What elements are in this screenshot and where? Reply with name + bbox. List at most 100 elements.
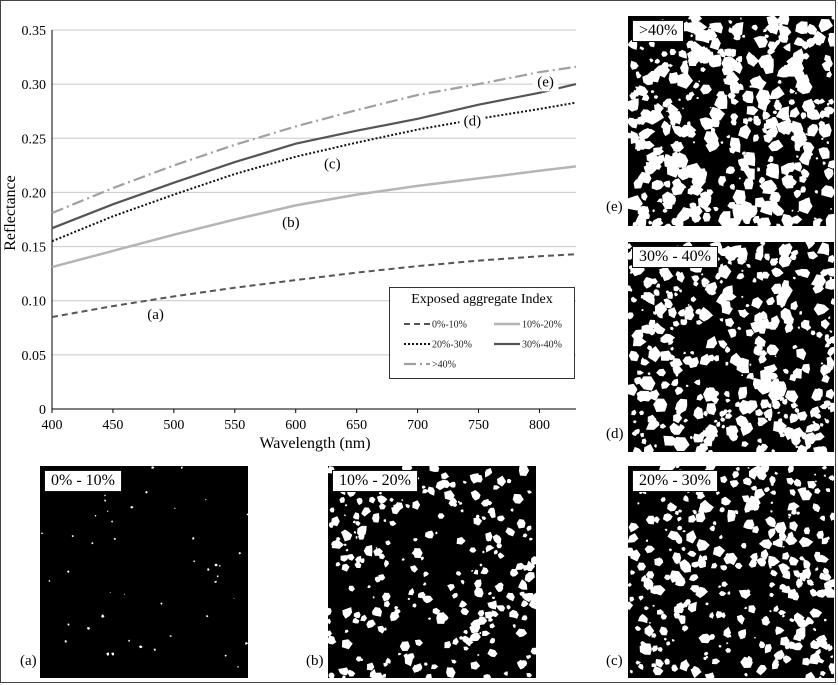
aggregate-speck <box>826 358 834 370</box>
aggregate-speck <box>376 495 388 505</box>
aggregate-speck <box>814 190 818 194</box>
aggregate-speck <box>741 34 746 38</box>
aggregate-speck <box>829 512 834 521</box>
aggregate-speck <box>412 500 421 510</box>
aggregate-speck <box>696 320 703 325</box>
aggregate-speck <box>829 402 834 413</box>
aggregate-speck <box>451 592 458 599</box>
aggregate-speck <box>664 156 671 163</box>
aggregate-speck <box>674 292 679 297</box>
aggregate-speck <box>733 33 741 41</box>
aggregate-speck <box>765 20 779 34</box>
aggregate-speck <box>413 538 418 542</box>
aggregate-speck <box>721 64 735 76</box>
aggregate-speck <box>446 667 456 678</box>
aggregate-speck <box>769 86 785 100</box>
aggregate-speck <box>734 562 743 570</box>
aggregate-speck <box>783 42 791 52</box>
aggregate-speck <box>328 630 332 637</box>
aggregate-speck <box>798 571 807 582</box>
aggregate-speck <box>384 559 389 568</box>
aggregate-speck <box>360 614 368 622</box>
aggregate-speck <box>813 218 821 226</box>
aggregate-speck <box>689 202 697 209</box>
aggregate-speck <box>680 319 685 324</box>
aggregate-speck <box>766 344 779 356</box>
aggregate-speck <box>770 501 774 504</box>
x-tick-label: 800 <box>529 418 550 433</box>
aggregate-speck <box>770 490 777 495</box>
aggregate-speck <box>772 540 780 547</box>
aggregate-speck <box>648 390 659 401</box>
aggregate-speck <box>640 432 644 438</box>
aggregate-speck <box>811 30 826 45</box>
aggregate-speck <box>529 537 533 541</box>
aggregate-speck <box>818 19 833 33</box>
aggregate-speck <box>677 516 682 522</box>
aggregate-speck <box>802 657 812 666</box>
aggregate-speck <box>690 435 693 440</box>
aggregate-speck <box>746 106 759 116</box>
aggregate-speck <box>760 399 770 409</box>
aggregate-speck <box>757 419 765 427</box>
aggregate-speck <box>214 580 217 583</box>
aggregate-speck <box>516 519 526 529</box>
aggregate-speck <box>716 421 721 427</box>
aggregate-speck <box>822 567 829 575</box>
aggregate-speck <box>721 496 732 506</box>
aggregate-speck <box>361 507 371 517</box>
aggregate-speck <box>714 94 728 110</box>
aggregate-speck <box>526 673 533 678</box>
aggregate-speck <box>762 127 767 134</box>
aggregate-speck <box>720 53 722 56</box>
aggregate-speck <box>810 330 816 336</box>
aggregate-speck <box>730 118 737 126</box>
aggregate-speck <box>664 637 667 641</box>
aggregate-speck <box>749 467 761 476</box>
aggregate-speck <box>736 357 750 374</box>
aggregate-speck <box>815 648 821 655</box>
aggregate-speck <box>738 177 741 180</box>
aggregate-speck <box>363 545 373 557</box>
aggregate-speck <box>821 466 827 470</box>
legend-entry: 0%-10% <box>432 320 467 331</box>
aggregate-speck <box>640 359 650 366</box>
aggregate-speck <box>816 242 830 256</box>
aggregate-speck <box>372 513 380 523</box>
aggregate-speck <box>815 557 821 563</box>
aggregate-speck <box>827 160 834 169</box>
aggregate-speck <box>422 488 429 494</box>
aggregate-speck <box>722 581 727 586</box>
aggregate-speck <box>503 671 508 676</box>
aggregate-speck <box>735 467 740 471</box>
aggregate-speck <box>477 610 485 617</box>
aggregate-speck <box>774 355 777 357</box>
aggregate-speck <box>628 547 635 557</box>
aggregate-speck <box>339 497 345 503</box>
aggregate-speck <box>746 51 755 61</box>
aggregate-speck <box>712 658 721 665</box>
texture-panel-a: 0% - 10% <box>40 466 248 678</box>
aggregate-speck <box>727 328 737 338</box>
aggregate-speck <box>824 618 827 622</box>
aggregate-speck <box>401 558 405 561</box>
aggregate-speck <box>761 271 770 279</box>
aggregate-speck <box>206 615 209 618</box>
aggregate-speck <box>784 162 796 173</box>
aggregate-speck <box>474 579 482 588</box>
aggregate-speck <box>636 85 649 97</box>
x-tick-label: 600 <box>285 418 306 433</box>
aggregate-speck <box>784 390 799 404</box>
aggregate-speck <box>805 133 808 136</box>
aggregate-speck <box>791 209 794 212</box>
aggregate-speck <box>527 490 532 494</box>
aggregate-speck <box>693 281 699 287</box>
aggregate-speck <box>111 520 113 523</box>
aggregate-speck <box>703 656 707 660</box>
aggregate-speck <box>672 320 680 327</box>
aggregate-speck <box>753 118 761 126</box>
aggregate-speck <box>353 531 357 534</box>
aggregate-speck <box>644 606 649 611</box>
aggregate-speck <box>769 582 776 588</box>
aggregate-speck <box>478 616 488 625</box>
